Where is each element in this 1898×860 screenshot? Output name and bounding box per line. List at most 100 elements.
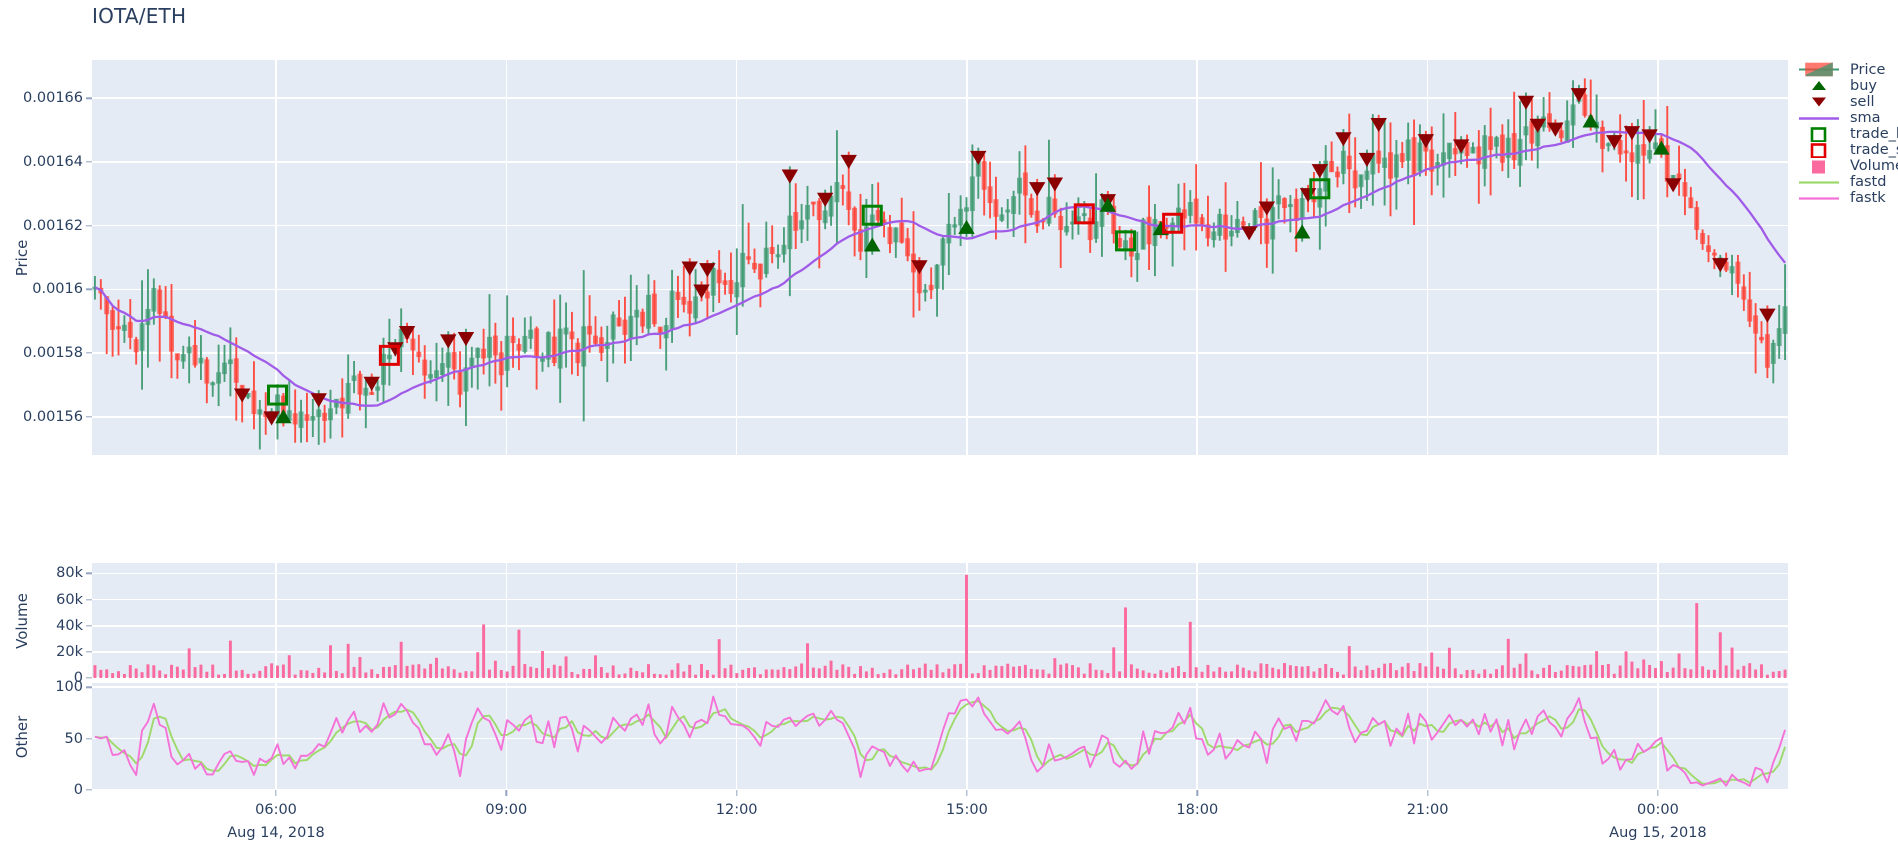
candle-body: [381, 353, 386, 385]
candle-body: [622, 319, 628, 335]
volume-bar: [965, 574, 968, 678]
volume-bar: [1459, 674, 1463, 678]
volume-bar: [1159, 670, 1163, 678]
y-axis-tick-mark: [86, 625, 92, 627]
candle-body: [522, 335, 528, 352]
candle-body: [828, 195, 834, 217]
legend-item-price[interactable]: Price: [1796, 62, 1898, 78]
volume-bar: [1253, 671, 1257, 678]
volume-bar: [1436, 666, 1440, 678]
volume-bar: [311, 672, 315, 678]
sell-marker: [1258, 201, 1276, 216]
buy-marker: [1653, 140, 1670, 155]
candle-body: [545, 332, 551, 360]
candle-body: [716, 269, 722, 284]
volume-bar: [1312, 671, 1316, 678]
volume-bar: [1577, 666, 1581, 678]
candle-body: [133, 339, 139, 353]
candle-body: [1358, 174, 1364, 188]
candle-body: [1399, 153, 1405, 163]
legend-item-trade-buy[interactable]: trade_buy: [1796, 126, 1898, 142]
volume-bar: [1442, 668, 1445, 678]
volume-bar: [417, 664, 421, 678]
volume-bar: [1589, 664, 1593, 678]
candle-body: [781, 244, 787, 255]
sell-marker: [1623, 126, 1641, 141]
legend-item-trade-sell[interactable]: trade_sell: [1796, 142, 1898, 158]
candle-body: [121, 324, 127, 332]
sell-marker: [1335, 132, 1352, 147]
volume-bar: [994, 665, 998, 678]
volume-bar: [1601, 665, 1604, 678]
sell-marker: [233, 388, 251, 403]
volume-bar: [829, 660, 833, 678]
candle-body: [1605, 143, 1611, 147]
candle-body: [940, 238, 946, 266]
candle-body: [463, 367, 469, 392]
y-axis-tick-price: 0.00166: [23, 90, 83, 107]
candle-body: [1682, 182, 1688, 197]
candle-body: [1022, 172, 1028, 196]
candle-body: [357, 373, 363, 395]
trade-buy-square-icon: [1810, 126, 1827, 142]
fastd-line-icon: [1799, 181, 1839, 184]
candle-body: [1600, 126, 1605, 149]
volume-bar: [523, 664, 527, 678]
buy-marker: [1099, 197, 1117, 212]
legend-item-volume[interactable]: Volume: [1796, 159, 1898, 175]
volume-bar: [1041, 669, 1045, 678]
x-axis-tick: 21:00: [1406, 802, 1449, 818]
x-axis-date-label: Aug 15, 2018: [1609, 825, 1707, 841]
y-axis-tick-volume: 80k: [56, 565, 83, 582]
candle-body: [875, 210, 881, 221]
candle-body: [227, 359, 233, 365]
volume-bar: [1129, 664, 1133, 678]
volume-bar: [352, 666, 356, 678]
legend-item-fastd[interactable]: fastd: [1796, 175, 1898, 191]
x-axis-tick-mark: [275, 790, 277, 796]
volume-bar: [1754, 669, 1758, 678]
volume-bar: [1212, 671, 1216, 678]
candle-body: [351, 375, 357, 382]
candle-body: [1523, 126, 1529, 136]
volume-bar: [1071, 665, 1074, 678]
volume-bar: [1006, 663, 1010, 678]
volume-bar: [399, 641, 403, 678]
legend-label: trade_sell: [1850, 142, 1898, 159]
y-axis-tick-volume: 60k: [56, 591, 83, 608]
volume-bar: [682, 671, 686, 678]
candle-body: [439, 363, 445, 376]
volume-bar: [511, 665, 515, 678]
candle-body: [145, 308, 151, 326]
price-series: [92, 78, 1788, 450]
legend-item-sma[interactable]: sma: [1796, 110, 1898, 126]
y-axis-tick-mark: [86, 352, 92, 354]
candle-body: [1217, 213, 1223, 236]
volume-bar: [1648, 664, 1652, 678]
volume-bar: [1671, 667, 1675, 678]
legend-item-fastk[interactable]: fastk: [1796, 191, 1898, 207]
volume-bar: [1377, 667, 1381, 678]
volume-bar: [1748, 663, 1752, 678]
gridline-horizontal: [92, 686, 1788, 688]
gridline-vertical: [1657, 60, 1659, 455]
buy-marker: [864, 237, 881, 252]
candle-body: [1140, 219, 1146, 250]
candle-body: [1647, 149, 1653, 160]
legend-item-sell[interactable]: sell: [1796, 94, 1898, 110]
volume-bar: [1624, 651, 1628, 678]
y-axis-tick-volume: 20k: [56, 643, 83, 660]
candle-body: [251, 390, 257, 415]
volume-bar: [1412, 671, 1416, 678]
candle-body: [1782, 306, 1788, 334]
candle-body: [946, 223, 952, 244]
volume-bar: [794, 666, 798, 678]
gridline-vertical: [1657, 683, 1659, 790]
volume-bar: [158, 670, 162, 678]
volume-bar: [1082, 673, 1086, 678]
legend-item-buy[interactable]: buy: [1796, 78, 1898, 94]
volume-bar: [1777, 671, 1781, 678]
volume-bar: [782, 667, 786, 678]
candle-body: [581, 326, 587, 367]
candle-body: [1034, 210, 1040, 227]
